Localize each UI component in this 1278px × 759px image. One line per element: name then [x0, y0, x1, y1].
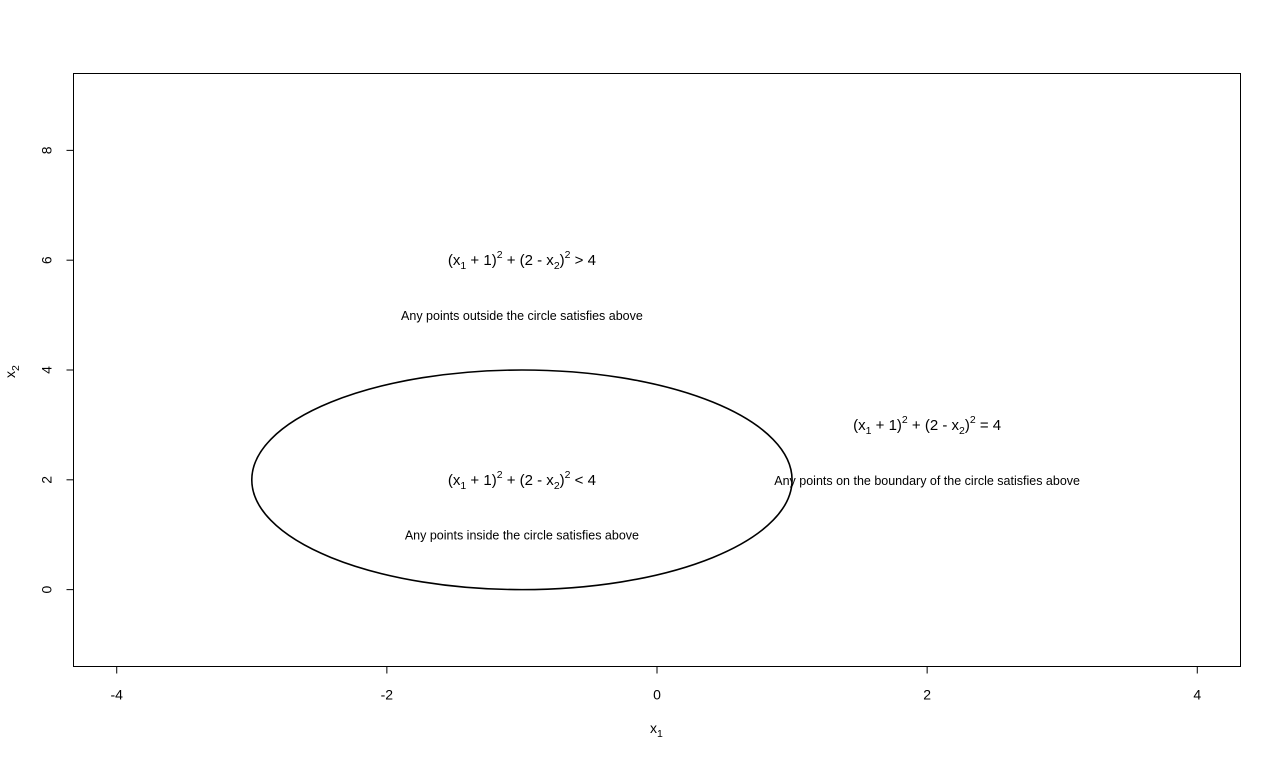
x-tick-label: 2 [923, 687, 931, 703]
plot-box [73, 73, 1241, 667]
y-tick-label: 0 [39, 586, 55, 594]
x-tick-label: 0 [653, 687, 661, 703]
equation-outside: (x1 + 1)2 + (2 - x2)2 > 4 [448, 249, 596, 272]
x-tick-label: -2 [381, 687, 394, 703]
x-axis-label: x1 [650, 720, 663, 740]
x-axis: -4 -2 0 2 4 [110, 666, 1201, 703]
note-boundary: Any points on the boundary of the circle… [774, 474, 1080, 488]
y-tick-label: 8 [39, 146, 55, 154]
y-tick-label: 4 [39, 366, 55, 374]
y-tick-label: 2 [39, 476, 55, 484]
equation-inside: (x1 + 1)2 + (2 - x2)2 < 4 [448, 469, 596, 492]
equation-boundary: (x1 + 1)2 + (2 - x2)2 = 4 [853, 414, 1001, 437]
circle-boundary [250, 369, 793, 591]
note-inside: Any points inside the circle satisfies a… [405, 529, 639, 543]
y-axis-label: x2 [2, 365, 22, 378]
x-tick-label: 4 [1193, 687, 1201, 703]
plot-marks: (x1 + 1)2 + (2 - x2)2 > 4 Any points outs… [250, 249, 1080, 591]
x-tick-label: -4 [110, 687, 123, 703]
y-tick-label: 6 [39, 256, 55, 264]
note-outside: Any points outside the circle satisfies … [401, 309, 643, 323]
y-axis: 0 2 4 6 8 [39, 146, 74, 594]
